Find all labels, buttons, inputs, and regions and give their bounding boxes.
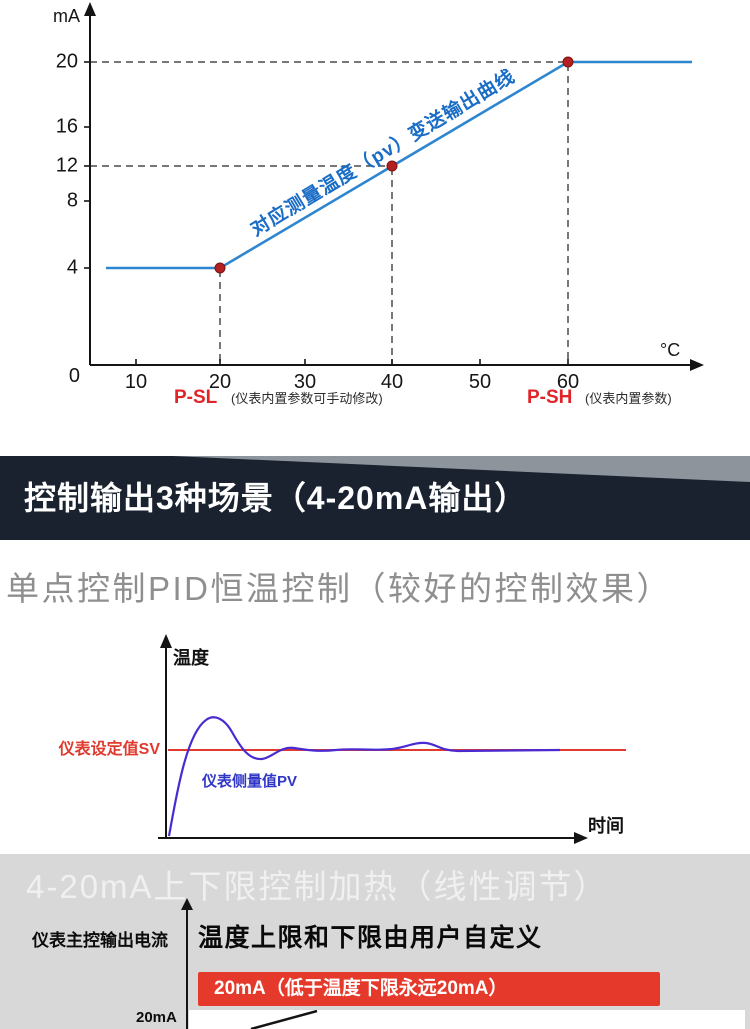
origin-label: 0	[69, 365, 80, 387]
pid-y-axis-arrow	[160, 634, 172, 648]
section-banner: 控制输出3种场景（4-20mA输出）	[0, 456, 750, 540]
y-unit-label: mA	[53, 6, 80, 26]
pid-section-heading: 单点控制PID恒温控制（较好的控制效果）	[6, 570, 673, 607]
banner-title: 控制输出3种场景（4-20mA输出）	[24, 480, 528, 516]
linear-subtitle: 温度上限和下限由用户自定义	[198, 924, 543, 952]
marker-20c-4ma	[214, 262, 226, 274]
y-axis-arrow	[84, 2, 96, 16]
x-tick-labels: 10 20 30 40 50 60	[125, 371, 579, 393]
dashed-guides	[90, 61, 569, 365]
svg-text:20: 20	[56, 50, 78, 72]
output-curve	[106, 60, 692, 270]
output-current-axis-label: 仪表主控输出电流	[32, 931, 168, 950]
svg-text:50: 50	[469, 371, 491, 393]
p-sh-label: P-SH	[527, 387, 572, 408]
linear-y-axis	[186, 910, 188, 1029]
svg-text:16: 16	[56, 115, 78, 137]
svg-text:20: 20	[209, 371, 231, 393]
marker-60c-20ma	[562, 56, 574, 68]
svg-text:30: 30	[294, 371, 316, 393]
pid-x-axis-arrow	[574, 832, 588, 844]
y-tick-labels: 20 16 12 8 4	[56, 50, 78, 278]
svg-text:10: 10	[125, 371, 147, 393]
curve-caption: 对应测量温度（pv）变送输出曲线	[246, 64, 519, 240]
x-axis-arrow	[690, 359, 704, 371]
tick-20ma-label: 20mA	[136, 1009, 177, 1026]
svg-text:8: 8	[67, 189, 78, 211]
linear-curve-fragment	[250, 1010, 318, 1029]
curve-markers	[214, 56, 574, 274]
svg-text:4: 4	[67, 256, 78, 278]
svg-text:12: 12	[56, 154, 78, 176]
marker-40c-12ma	[386, 160, 398, 172]
svg-text:60: 60	[557, 371, 579, 393]
axes	[84, 2, 704, 371]
pid-axes	[158, 634, 588, 844]
svg-text:40: 40	[381, 371, 403, 393]
pid-temperature-chart: 温度 时间 仪表设定值SV 仪表侧量值PV	[58, 634, 626, 844]
p-sl-note: (仪表内置参数可手动修改)	[231, 391, 383, 406]
pid-y-axis-label: 温度	[173, 647, 210, 668]
linear-plot-area	[189, 1010, 745, 1029]
p-sh-note: (仪表内置参数)	[585, 391, 672, 406]
pid-x-axis-label: 时间	[588, 816, 624, 836]
x-unit-label: °C	[660, 340, 680, 360]
pv-label: 仪表侧量值PV	[201, 772, 297, 790]
linear-section-heading: 4-20mA上下限控制加热（线性调节）	[26, 868, 609, 905]
p-sl-label: P-SL	[174, 387, 218, 408]
linear-control-section: 4-20mA上下限控制加热（线性调节） 仪表主控输出电流 温度上限和下限由用户自…	[0, 854, 750, 1029]
20ma-band: 20mA（低于温度下限永远20mA）	[198, 972, 660, 1006]
linear-y-axis-arrow	[181, 898, 193, 910]
pv-curve	[167, 716, 561, 837]
transfer-curve-chart: mA °C 0 20 16 12 8 4 10 20 30 40 50 60 对…	[53, 2, 704, 408]
sv-label: 仪表设定值SV	[58, 739, 161, 758]
